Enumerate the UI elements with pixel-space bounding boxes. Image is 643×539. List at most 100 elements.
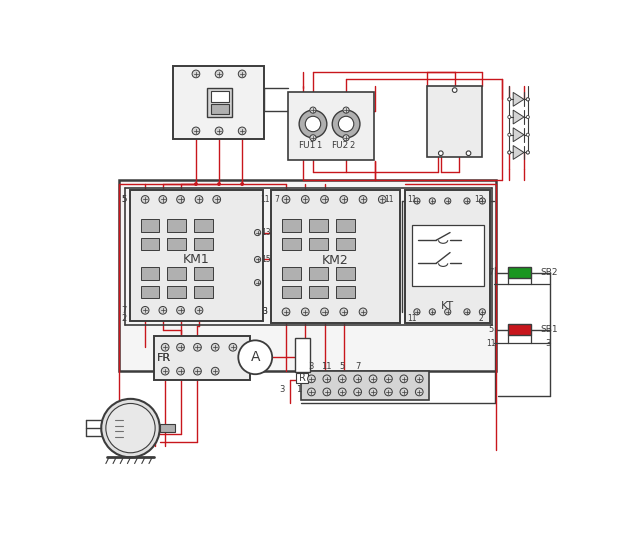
Circle shape bbox=[177, 196, 185, 203]
Circle shape bbox=[240, 182, 244, 186]
Bar bbox=[173, 66, 264, 139]
Circle shape bbox=[359, 308, 367, 316]
Circle shape bbox=[359, 196, 367, 203]
Circle shape bbox=[141, 307, 149, 314]
Text: 7: 7 bbox=[275, 195, 279, 204]
Circle shape bbox=[159, 307, 167, 314]
Bar bbox=[282, 286, 301, 298]
Circle shape bbox=[213, 196, 221, 203]
Circle shape bbox=[310, 107, 316, 113]
Circle shape bbox=[508, 151, 511, 154]
Circle shape bbox=[415, 388, 423, 396]
Text: FU1: FU1 bbox=[298, 141, 316, 150]
Bar bbox=[194, 219, 213, 232]
Text: SB2: SB2 bbox=[540, 268, 557, 277]
Circle shape bbox=[305, 116, 321, 132]
Circle shape bbox=[466, 151, 471, 156]
Text: KM2: KM2 bbox=[322, 254, 349, 267]
Text: 3: 3 bbox=[280, 385, 285, 394]
Text: KM1: KM1 bbox=[183, 253, 210, 266]
Circle shape bbox=[508, 115, 511, 119]
Bar bbox=[194, 267, 213, 280]
Circle shape bbox=[508, 98, 511, 101]
Bar bbox=[130, 190, 263, 321]
Circle shape bbox=[192, 127, 200, 135]
Bar bbox=[119, 180, 496, 371]
Text: 2: 2 bbox=[478, 314, 484, 323]
Bar bbox=[141, 286, 159, 298]
Circle shape bbox=[369, 375, 377, 383]
Circle shape bbox=[332, 110, 360, 138]
Circle shape bbox=[340, 308, 348, 316]
Circle shape bbox=[526, 133, 529, 136]
Text: 11: 11 bbox=[407, 314, 416, 323]
Bar bbox=[210, 91, 229, 102]
Circle shape bbox=[215, 70, 223, 78]
Text: 7: 7 bbox=[121, 306, 126, 315]
Circle shape bbox=[323, 375, 331, 383]
Circle shape bbox=[212, 367, 219, 375]
Circle shape bbox=[141, 196, 149, 203]
Bar bbox=[508, 324, 531, 335]
Circle shape bbox=[299, 110, 327, 138]
Circle shape bbox=[302, 196, 309, 203]
Bar bbox=[282, 219, 301, 232]
Circle shape bbox=[310, 135, 316, 141]
Circle shape bbox=[526, 151, 529, 154]
Polygon shape bbox=[513, 128, 524, 142]
Circle shape bbox=[177, 307, 185, 314]
Circle shape bbox=[343, 135, 349, 141]
Circle shape bbox=[415, 375, 423, 383]
Bar bbox=[427, 86, 482, 157]
Circle shape bbox=[194, 367, 201, 375]
Text: FR: FR bbox=[156, 353, 170, 363]
Bar bbox=[271, 190, 400, 323]
Circle shape bbox=[323, 388, 331, 396]
Circle shape bbox=[302, 308, 309, 316]
Circle shape bbox=[354, 388, 361, 396]
Circle shape bbox=[526, 98, 529, 101]
Text: A: A bbox=[251, 350, 260, 364]
Bar bbox=[336, 286, 354, 298]
Bar bbox=[405, 190, 490, 323]
Text: 1: 1 bbox=[316, 141, 322, 150]
Circle shape bbox=[106, 404, 155, 453]
Bar bbox=[412, 225, 484, 286]
Circle shape bbox=[239, 340, 272, 374]
Bar bbox=[194, 238, 213, 250]
Bar bbox=[309, 286, 328, 298]
Circle shape bbox=[338, 116, 354, 132]
Bar bbox=[287, 92, 374, 160]
Circle shape bbox=[445, 309, 451, 315]
Circle shape bbox=[400, 388, 408, 396]
Bar bbox=[167, 267, 186, 280]
Text: 11: 11 bbox=[322, 362, 332, 371]
Text: 5: 5 bbox=[121, 195, 126, 204]
Bar bbox=[309, 219, 328, 232]
Circle shape bbox=[177, 367, 185, 375]
Circle shape bbox=[282, 196, 290, 203]
Circle shape bbox=[526, 115, 529, 119]
Circle shape bbox=[464, 309, 470, 315]
Text: 3: 3 bbox=[262, 307, 267, 316]
Bar bbox=[167, 286, 186, 298]
Bar bbox=[336, 267, 354, 280]
Text: 15: 15 bbox=[261, 255, 271, 264]
Circle shape bbox=[161, 343, 169, 351]
Text: 7: 7 bbox=[355, 362, 360, 371]
Bar bbox=[208, 88, 232, 117]
Text: R: R bbox=[299, 373, 305, 383]
Circle shape bbox=[321, 196, 329, 203]
Circle shape bbox=[369, 388, 377, 396]
Circle shape bbox=[343, 107, 349, 113]
Circle shape bbox=[508, 98, 511, 101]
Text: 3: 3 bbox=[262, 307, 267, 316]
Circle shape bbox=[508, 151, 511, 154]
Circle shape bbox=[161, 367, 169, 375]
Circle shape bbox=[239, 127, 246, 135]
Circle shape bbox=[430, 309, 435, 315]
Circle shape bbox=[217, 182, 221, 186]
Circle shape bbox=[430, 198, 435, 204]
Circle shape bbox=[400, 375, 408, 383]
Bar bbox=[309, 267, 328, 280]
